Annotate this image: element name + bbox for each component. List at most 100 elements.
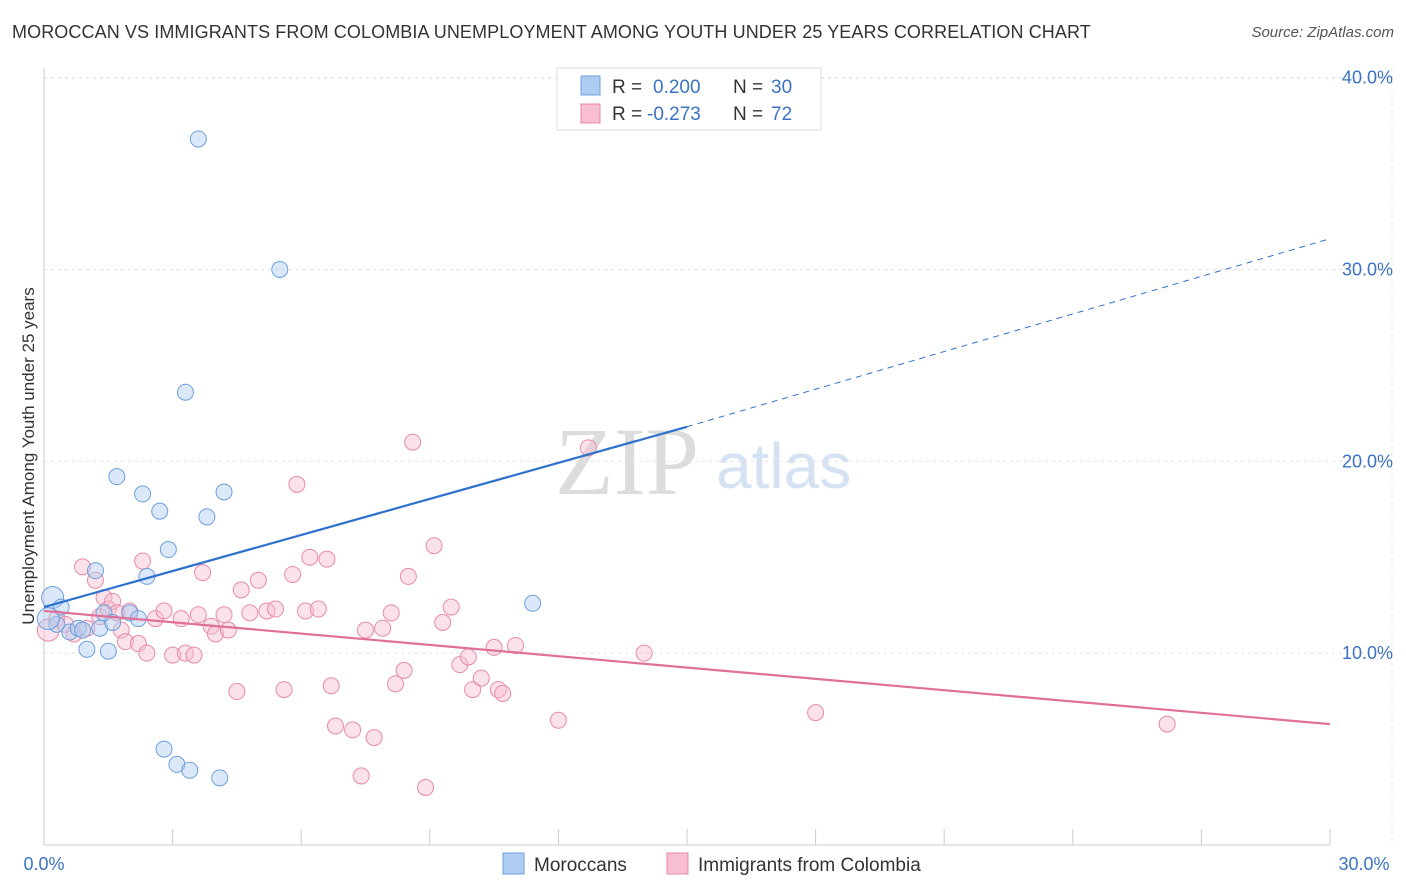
moroccans-point-12 [108,468,126,486]
moroccans-point-6 [78,640,96,658]
x-tick-label-max: 30.0% [1338,854,1389,874]
colombia-point-69 [635,644,653,662]
colombia-point-25 [194,564,212,582]
colombia-point-68 [579,439,597,457]
colombia-point-48 [365,729,383,747]
moroccans-point-22 [181,761,199,779]
legend-r-value-1: 0.200 [653,77,701,98]
moroccans-point-5 [74,621,92,639]
y-axis-label: Unemployment Among Youth under 25 years [19,287,38,624]
source-label: Source: ZipAtlas.com [1251,24,1394,41]
colombia-point-39 [296,602,314,620]
legend-r-label-2: R = [612,104,642,125]
moroccans-point-24 [198,508,216,526]
colombia-point-65 [494,684,512,702]
colombia-point-58 [442,598,460,616]
colombia-point-47 [357,621,374,639]
moroccans-point-18 [155,740,173,758]
y-tick-labels: 10.0% 20.0% 30.0% 40.0% [1342,68,1393,664]
legend-n-value-1: 30 [771,77,792,98]
moroccans-point-10 [99,642,117,660]
moroccans-point-21 [176,383,194,401]
colombia-point-60 [459,648,477,666]
moroccans-point-4 [69,619,87,637]
moroccans-trend-extension [686,238,1331,428]
x-tick-label-min: 0.0% [23,854,64,874]
y-tick-label-20: 20.0% [1342,451,1393,471]
colombia-point-17 [138,644,156,662]
bottom-legend-colombia: Immigrants from Colombia [698,855,921,876]
legend-box: R = 0.200 N = 30 R = -0.273 N = 72 [556,67,822,131]
colombia-point-5 [78,619,96,637]
colombia-point-34 [258,602,276,620]
colombia-point-70 [807,704,825,722]
colombia-point-61 [464,681,482,699]
colombia-point-29 [219,621,237,639]
colombia-point-45 [344,721,362,739]
colombia-point-54 [404,433,422,451]
legend-n-value-2: 72 [771,104,792,125]
colombia-point-24 [189,606,207,624]
colombia-point-35 [266,600,284,618]
colombia-point-16 [134,552,152,570]
colombia-point-38 [288,475,306,493]
colombia-point-41 [309,600,327,618]
colombia-point-56 [425,537,443,555]
moroccans-point-23 [189,130,207,148]
colombia-point-46 [352,767,370,785]
colombia-point-51 [387,675,405,693]
colombia-point-37 [284,565,302,583]
moroccans-point-13 [121,604,139,622]
colombia-point-44 [326,717,344,735]
colombia-point-67 [549,711,567,729]
bottom-legend-swatch-moroccans [502,852,525,875]
colombia-point-50 [382,604,400,622]
colombia-point-71 [1158,715,1176,733]
colombia-point-40 [301,548,319,566]
series-colombia-points [36,433,1176,796]
moroccans-point-7 [86,562,104,580]
colombia-point-33 [249,571,267,589]
moroccans-point-11 [104,613,122,631]
moroccans-point-3 [61,623,79,641]
legend-frame [556,67,822,131]
y-tick-label-40: 40.0% [1342,68,1393,88]
moroccans-point-26 [215,483,233,501]
colombia-point-63 [485,638,503,656]
legend-swatch-moroccans [580,75,601,96]
moroccans-point-19 [159,541,177,559]
watermark-atlas: atlas [716,430,851,502]
moroccans-point-29 [36,607,60,631]
colombia-point-20 [164,646,182,664]
moroccans-point-17 [151,502,169,520]
moroccans-point-15 [134,485,152,503]
moroccans-point-28 [524,594,542,612]
colombia-point-55 [417,778,435,796]
colombia-point-15 [129,635,147,653]
legend-swatch-colombia [580,103,601,124]
colombia-point-13 [116,633,134,651]
y-tick-label-10: 10.0% [1342,643,1393,663]
series-moroccans-points [36,130,542,787]
colombia-point-43 [322,677,340,695]
trend-lines [43,238,1331,726]
colombia-point-31 [232,581,250,599]
colombia-point-28 [215,606,233,624]
legend-n-label-1: N = [733,77,763,98]
x-ticks [172,829,1331,845]
colombia-point-53 [399,567,417,585]
legend-r-value-2: -0.273 [647,104,701,125]
moroccans-trend-line [43,425,688,609]
colombia-point-4 [74,558,92,576]
colombia-point-30 [228,683,246,701]
colombia-point-6 [86,571,104,589]
chart-title: MOROCCAN VS IMMIGRANTS FROM COLOMBIA UNE… [12,22,1091,42]
colombia-point-23 [185,646,203,664]
colombia-point-22 [176,644,194,662]
colombia-trend-line [43,609,1331,726]
moroccans-point-25 [211,769,229,787]
colombia-point-52 [395,661,413,679]
moroccans-point-27 [271,260,289,278]
bottom-legend-moroccans: Moroccans [534,855,627,876]
